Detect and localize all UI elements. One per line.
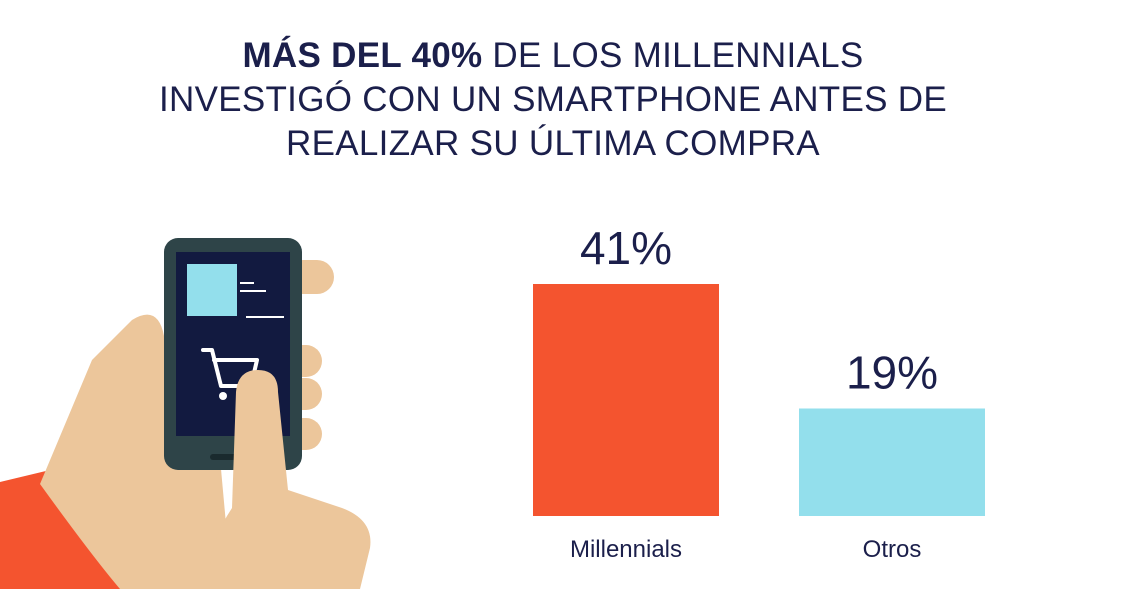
- title-line-2: INVESTIGÓ CON UN SMARTPHONE ANTES DE: [158, 80, 948, 119]
- bar-otros: [799, 408, 985, 516]
- value-label-millennials: 41%: [580, 222, 672, 274]
- title-line-3: REALIZAR SU ÚLTIMA COMPRA: [286, 124, 820, 163]
- title-line-1: MÁS DEL 40% DE LOS MILLENNIALS: [0, 34, 1106, 78]
- pointing-finger: [210, 370, 371, 589]
- chart-title: MÁS DEL 40% DE LOS MILLENNIALS INVESTIGÓ…: [0, 34, 1106, 166]
- title-line-1-rest: DE LOS MILLENNIALS: [482, 36, 864, 75]
- bar-millennials: [533, 284, 719, 516]
- category-label-otros: Otros: [863, 536, 922, 563]
- category-label-millennials: Millennials: [570, 536, 682, 563]
- bars-layer: 41% Millennials 19% Otros: [533, 222, 985, 563]
- bar-chart: 41% Millennials 19% Otros: [533, 222, 985, 563]
- hand-holding-smartphone-illustration: [0, 238, 371, 589]
- value-label-otros: 19%: [846, 346, 938, 398]
- title-highlight: MÁS DEL 40%: [242, 36, 483, 75]
